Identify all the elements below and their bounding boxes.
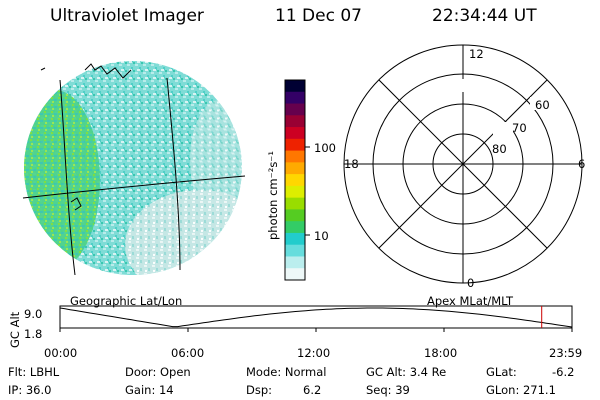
colorbar-swatch (285, 209, 305, 222)
ip-info: IP: 36.0 (8, 383, 52, 397)
colorbar-swatch (285, 221, 305, 234)
colorbar-swatch (285, 162, 305, 175)
dsp-value: 6.2 (303, 383, 322, 397)
colorbar-swatch (285, 103, 305, 116)
timeline-y-top: 9.0 (24, 307, 43, 321)
mlt-label-18: 18 (344, 157, 359, 171)
mlt-label-0: 0 (467, 276, 475, 290)
intensity-colorbar (284, 79, 310, 281)
mode-info: Mode: Normal (246, 365, 327, 379)
timeline-y-bottom: 1.8 (24, 327, 43, 341)
globe-caption: Geographic Lat/Lon (70, 294, 183, 308)
timeline-tick-3: 18:00 (424, 346, 458, 360)
colorbar-swatch (285, 232, 305, 246)
colorbar-swatch (285, 115, 305, 128)
timeline-tick-2: 12:00 (297, 346, 331, 360)
mlt-label-6: 6 (578, 157, 586, 171)
glat-value: -6.2 (552, 365, 575, 379)
time-label: 22:34:44 UT (432, 6, 537, 26)
mlat-label-80: 80 (492, 142, 507, 156)
colorbar-swatch (285, 80, 305, 93)
colorbar-swatch (285, 150, 305, 163)
mlat-label-70: 70 (512, 121, 527, 135)
colorbar-swatch (285, 268, 305, 281)
altitude-curve (59, 307, 573, 328)
seq-info: Seq: 39 (366, 383, 410, 397)
timeline-tick-1: 06:00 (171, 346, 205, 360)
mlt-label-12: 12 (469, 47, 484, 61)
colorbar-swatch (285, 185, 305, 199)
meridian-line-west (59, 79, 76, 276)
instrument-title: Ultraviolet Imager (50, 6, 204, 26)
gain-info: Gain: 14 (125, 383, 174, 397)
filter-info: Flt: LBHL (8, 365, 60, 379)
colorbar-unit-label: photon cm⁻²s⁻¹ (266, 151, 280, 240)
gc-alt-info: GC Alt: 3.4 Re (366, 365, 447, 379)
uv-auroral-image (22, 61, 246, 276)
date-label: 11 Dec 07 (275, 6, 362, 26)
colorbar-swatch (285, 244, 305, 257)
mlat-label-60: 60 (535, 98, 550, 112)
mlat-mlt-polar-grid (343, 44, 583, 284)
dsp-label: Dsp: (246, 383, 273, 397)
colorbar-tick-10: 10 (314, 229, 329, 243)
timeline-tick-4: 23:59 (549, 346, 583, 360)
colorbar-swatch (285, 197, 305, 210)
parallel-line (22, 175, 246, 199)
timeline-frame (59, 305, 573, 329)
colorbar-tick-100: 100 (314, 141, 336, 155)
altitude-timeline (59, 305, 573, 332)
timeline-tick-0: 00:00 (44, 346, 78, 360)
meridian-line-east (166, 77, 181, 271)
door-info: Door: Open (125, 365, 191, 379)
colorbar-swatch (285, 174, 305, 187)
colorbar-swatch (285, 91, 305, 105)
coastline-north (84, 63, 132, 79)
polar-caption: Apex MLat/MLT (427, 294, 514, 308)
glat-label: GLat: (486, 365, 517, 379)
colorbar-swatch (285, 256, 305, 269)
colorbar-swatch (285, 127, 305, 140)
colorbar-swatch (285, 138, 305, 152)
timeline-axis-label: GC Alt (8, 311, 22, 348)
glon-info: GLon: 271.1 (486, 383, 556, 397)
coastline-mid (70, 197, 82, 211)
